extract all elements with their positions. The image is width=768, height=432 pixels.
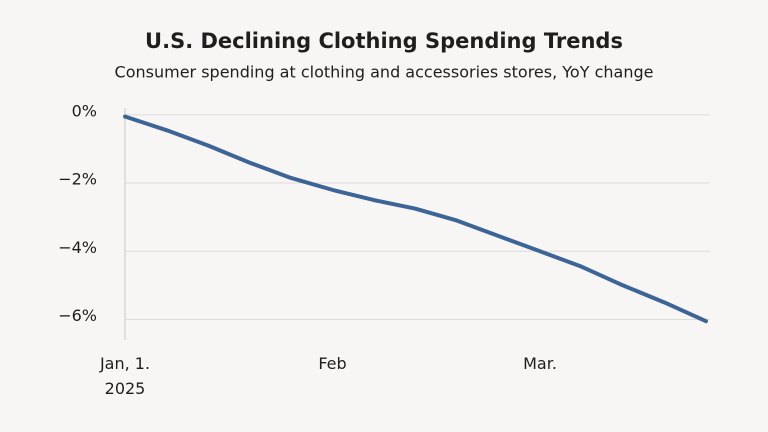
chart-subtitle: Consumer spending at clothing and access… <box>115 63 654 82</box>
x-tick-label: Mar. <box>523 354 557 373</box>
x-tick-label: Feb <box>318 354 347 373</box>
y-tick-label: −4% <box>58 238 97 257</box>
x-tick-label: Jan, 1. 2025 <box>99 354 151 398</box>
y-tick-label: 0% <box>72 101 97 120</box>
chart-title: U.S. Declining Clothing Spending Trends <box>145 29 623 53</box>
line <box>123 114 708 324</box>
y-tick-label: −6% <box>58 306 97 325</box>
y-tick-label: −2% <box>58 170 97 189</box>
